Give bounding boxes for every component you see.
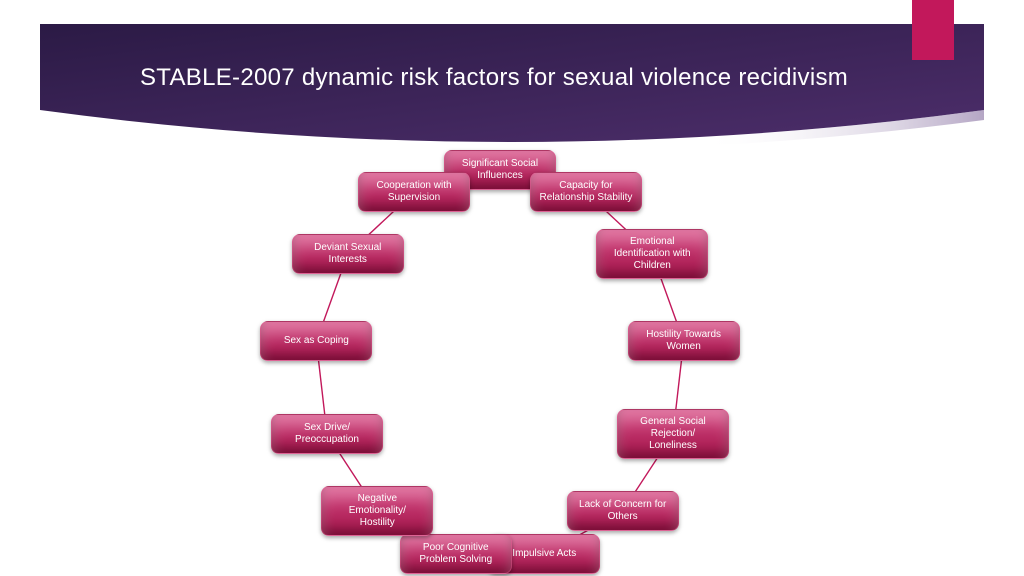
cycle-node-label: Capacity for Relationship Stability — [539, 180, 633, 204]
cycle-node: Lack of Concern for Others — [567, 491, 679, 531]
cycle-node: Cooperation with Supervision — [358, 172, 470, 212]
header-band: STABLE-2007 dynamic risk factors for sex… — [40, 24, 984, 144]
cycle-node: Sex as Coping — [260, 321, 372, 361]
cycle-node-label: Cooperation with Supervision — [367, 180, 461, 204]
cycle-node-label: Poor Cognitive Problem Solving — [409, 542, 503, 566]
cycle-node: Sex Drive/ Preoccupation — [271, 414, 383, 454]
cycle-node: Emotional Identification with Children — [596, 229, 708, 279]
ribbon-icon — [912, 0, 954, 60]
cycle-node: General Social Rejection/ Loneliness — [617, 409, 729, 459]
cycle-node: Capacity for Relationship Stability — [530, 172, 642, 212]
cycle-node: Negative Emotionality/ Hostility — [321, 486, 433, 536]
cycle-node-label: Sex Drive/ Preoccupation — [280, 422, 374, 446]
cycle-node-label: Emotional Identification with Children — [605, 236, 699, 272]
accent-tab — [912, 0, 954, 60]
cycle-node: Hostility Towards Women — [628, 321, 740, 361]
cycle-node-label: Impulsive Acts — [512, 548, 576, 560]
cycle-node-label: Hostility Towards Women — [637, 329, 731, 353]
cycle-node-label: Sex as Coping — [284, 335, 349, 347]
slide: STABLE-2007 dynamic risk factors for sex… — [0, 0, 1024, 576]
cycle-node-label: Deviant Sexual Interests — [301, 242, 395, 266]
cycle-node-label: General Social Rejection/ Loneliness — [626, 416, 720, 452]
cycle-node-label: Lack of Concern for Others — [576, 499, 670, 523]
cycle-node: Poor Cognitive Problem Solving — [400, 534, 512, 574]
page-title: STABLE-2007 dynamic risk factors for sex… — [140, 64, 848, 92]
cycle-node: Deviant Sexual Interests — [292, 234, 404, 274]
cycle-node-label: Negative Emotionality/ Hostility — [330, 493, 424, 529]
